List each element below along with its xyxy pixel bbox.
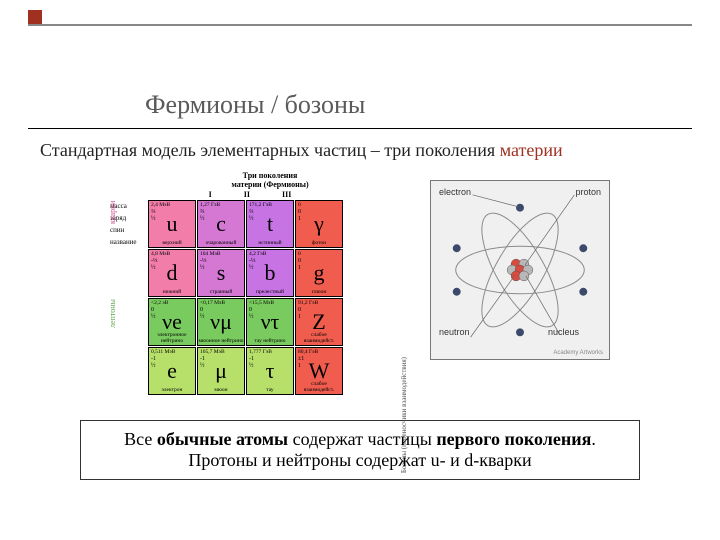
page-title: Фермионы / бозоны [145, 90, 365, 120]
sm-generation-labels: I II III [110, 190, 390, 199]
sm-cell-g: 001gглюон [295, 249, 343, 297]
sm-cell-W: 80,4 ГэВ±11Wслабое взаимодейст. [295, 347, 343, 395]
title-rule [28, 128, 692, 129]
sm-cell-τ: 1,777 ГэВ-1½τтау [246, 347, 294, 395]
top-rule [28, 24, 692, 26]
sm-cell-νe: <2,2 эВ0½νeэлектронное нейтрино [148, 298, 196, 346]
label-nucleus: nucleus [548, 327, 579, 337]
sm-cell-Z: 91,2 ГэВ01Zслабое взаимодейст. [295, 298, 343, 346]
sm-cell-μ: 105,7 МэВ-1½μмюон [197, 347, 245, 395]
sm-cell-ντ: <15,5 МэВ0½ντтау нейтрино [246, 298, 294, 346]
sm-cell-νμ: <0,17 МэВ0½νμмюонное нейтрино [197, 298, 245, 346]
sm-side-quarks: кварки [108, 201, 117, 224]
sm-cell-d: 4,8 МэВ-⅓½dнижний [148, 249, 196, 297]
label-proton: proton [575, 187, 601, 197]
bottom-note: Все обычные атомы содержат частицы перво… [80, 420, 640, 480]
sm-cell-s: 104 МэВ-⅓½sстранный [197, 249, 245, 297]
standard-model-table: Три поколенияматерии (Фермионы) I II III… [110, 172, 390, 395]
subtitle: Стандартная модель элементарных частиц –… [40, 140, 563, 161]
label-electron: electron [439, 187, 471, 197]
credit: Academy Artworks [553, 350, 603, 356]
sm-cell-e: 0,511 МэВ-1½eэлектрон [148, 347, 196, 395]
sm-cell-γ: 001γфотон [295, 200, 343, 248]
label-neutron: neutron [439, 327, 470, 337]
bottom-line-2: Протоны и нейтроны содержат u- и d-кварк… [91, 450, 629, 471]
sm-header: Три поколенияматерии (Фермионы) [150, 172, 390, 190]
content-row: Три поколенияматерии (Фермионы) I II III… [0, 172, 720, 395]
atom-diagram: electron proton neutron nucleus Academy … [430, 180, 610, 360]
bottom-line-1: Все обычные атомы содержат частицы перво… [91, 429, 629, 450]
sm-cell-u: 2,4 МэВ⅔½uверхний [148, 200, 196, 248]
accent-square [28, 10, 42, 24]
sm-side-leptons: лептоны [108, 299, 117, 328]
subtitle-text: Стандартная модель элементарных частиц –… [40, 140, 500, 160]
sm-cell-t: 171,2 ГэВ⅔½tистинный [246, 200, 294, 248]
sm-cell-b: 4,2 ГэВ-⅓½bпрелестный [246, 249, 294, 297]
subtitle-accent: материи [500, 140, 563, 160]
sm-cell-c: 1,27 ГэВ⅔½cочарованный [197, 200, 245, 248]
sm-grid: 2,4 МэВ⅔½uверхний1,27 ГэВ⅔½cочарованный1… [148, 200, 390, 395]
